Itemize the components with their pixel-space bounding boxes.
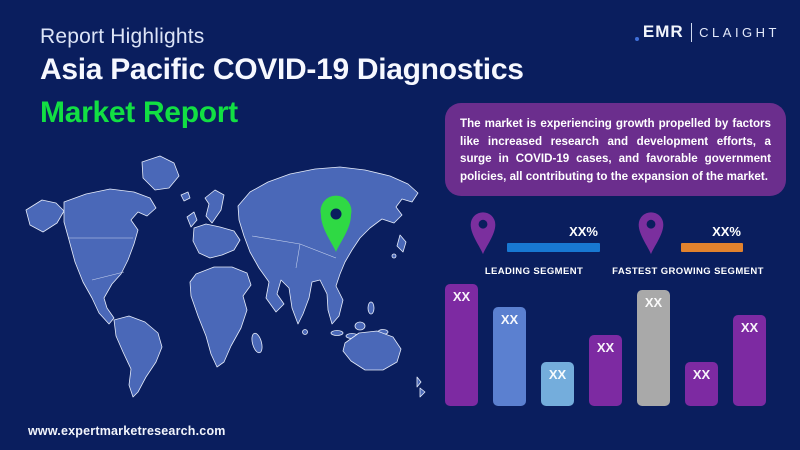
logo-dot-icon	[634, 37, 639, 41]
world-map	[0, 140, 440, 425]
leading-segment-label: LEADING SEGMENT	[484, 266, 584, 277]
map-asia	[237, 166, 419, 325]
map-japan-island	[391, 253, 397, 259]
fastest-growing-segment-bar	[681, 243, 743, 252]
highlight-box: The market is experiencing growth propel…	[445, 103, 786, 197]
map-borneo	[354, 321, 366, 331]
chart-bar: XX	[445, 284, 478, 406]
map-sumatra	[330, 330, 344, 336]
leading-segment-bar	[507, 243, 600, 252]
page-title-line2: Market Report	[40, 96, 238, 129]
map-australia	[342, 330, 402, 371]
fastest-growing-segment-label: FASTEST GROWING SEGMENT	[612, 266, 764, 277]
chart-bar-label: XX	[692, 367, 711, 382]
chart-bar-label: XX	[740, 320, 759, 335]
website-link[interactable]: www.expertmarketresearch.com	[28, 424, 226, 438]
map-sri-lanka	[302, 329, 308, 335]
map-africa	[189, 266, 252, 368]
map-border-us-canada	[68, 237, 133, 281]
chart-bar-label: XX	[596, 340, 615, 355]
fastest-growing-segment-value: XX%	[712, 224, 741, 239]
chart-bar: XX	[685, 362, 718, 406]
brand-logo-secondary: CLAIGHT	[699, 24, 780, 40]
map-philippines	[367, 301, 375, 315]
report-eyebrow: Report Highlights	[40, 25, 205, 48]
map-north-america	[63, 188, 157, 325]
map-uk	[186, 211, 198, 228]
page-title-line1: Asia Pacific COVID-19 Diagnostics	[40, 53, 524, 86]
map-europe	[192, 223, 241, 259]
brand-logo[interactable]: EMR CLAIGHT	[634, 22, 780, 42]
leading-segment-value: XX%	[569, 224, 598, 239]
map-new-zealand	[416, 376, 426, 398]
map-south-america	[113, 315, 163, 398]
chart-bar: XX	[541, 362, 574, 406]
highlight-text: The market is experiencing growth propel…	[460, 117, 771, 183]
chart-bar: XX	[589, 335, 622, 406]
map-alaska	[25, 199, 65, 233]
chart-bar-label: XX	[452, 289, 471, 304]
chart-bar-label: XX	[500, 312, 519, 327]
chart-bar: XX	[493, 307, 526, 406]
brand-logo-primary: EMR	[634, 22, 684, 42]
map-border-asia	[251, 235, 337, 269]
leading-segment-pin-icon	[468, 211, 498, 260]
map-iceland	[180, 191, 191, 202]
map-madagascar	[251, 332, 263, 354]
world-map-svg	[25, 155, 426, 398]
map-japan	[396, 234, 407, 253]
chart-bar: XX	[637, 290, 670, 406]
chart-bar-label: XX	[548, 367, 567, 382]
fastest-growing-segment: XX% FASTEST GROWING SEGMENT	[612, 211, 766, 277]
asia-location-pin-icon	[320, 195, 352, 252]
fastest-growing-segment-pin-icon	[636, 211, 666, 260]
leading-segment: XX% LEADING SEGMENT	[468, 211, 600, 277]
map-scandinavia	[204, 189, 225, 224]
chart-bar-label: XX	[644, 295, 663, 310]
logo-divider	[690, 22, 693, 42]
map-greenland	[141, 155, 180, 191]
chart-bar: XX	[733, 315, 766, 406]
bar-chart: XX XX XX XX XX XX XX	[445, 284, 767, 406]
